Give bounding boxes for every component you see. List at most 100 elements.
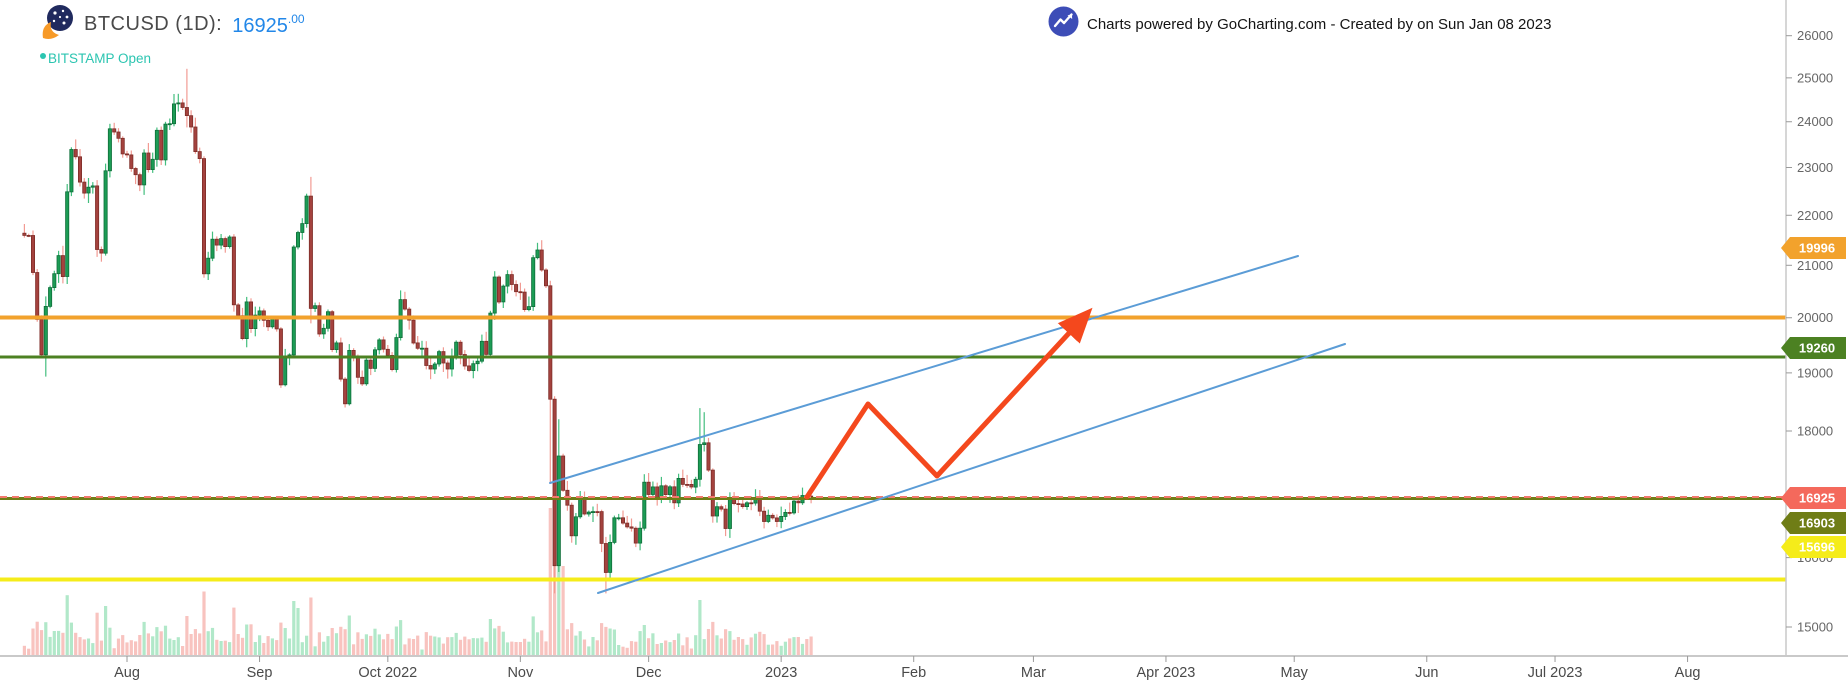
candle <box>770 514 775 519</box>
volume-bar <box>228 642 232 656</box>
volume-bar <box>617 645 621 656</box>
candle <box>69 149 74 193</box>
volume-bar <box>27 648 31 656</box>
candle <box>206 257 211 275</box>
candle <box>407 308 412 321</box>
volume-bar <box>518 642 522 656</box>
volume-bar <box>198 633 202 656</box>
price-tag-19996[interactable] <box>1781 237 1846 259</box>
candle <box>343 378 348 405</box>
volume-bar <box>44 622 48 656</box>
candle <box>501 285 506 303</box>
candle <box>719 506 724 510</box>
month-label[interactable]: Aug <box>1675 665 1701 681</box>
month-label[interactable]: Feb <box>901 665 926 681</box>
volume-bar <box>446 637 450 656</box>
price-tick-label: 24000 <box>1797 114 1833 129</box>
volume-bar <box>433 636 437 656</box>
volume-bar <box>454 632 458 656</box>
candle <box>736 503 741 506</box>
month-label[interactable]: Jun <box>1415 665 1438 681</box>
volume-bar <box>74 632 78 656</box>
candle <box>526 306 531 311</box>
volume-bar <box>604 626 608 656</box>
volume-bar <box>52 631 56 656</box>
volume-bar <box>672 640 676 656</box>
projection-arrow[interactable] <box>804 307 1093 500</box>
candle <box>304 195 309 225</box>
month-label[interactable]: Jul 2023 <box>1528 665 1583 681</box>
candle <box>693 478 698 488</box>
volume-bar <box>262 643 266 656</box>
candle <box>663 485 668 495</box>
candle <box>518 291 523 294</box>
candle <box>394 337 399 370</box>
candle <box>539 249 544 271</box>
candle <box>514 284 519 293</box>
volume-bar <box>749 637 753 656</box>
month-label[interactable]: Nov <box>507 665 534 681</box>
candle <box>325 311 330 329</box>
candle <box>125 153 130 156</box>
candle <box>381 339 386 350</box>
month-label[interactable]: 2023 <box>765 665 797 681</box>
volume-bar <box>651 633 655 656</box>
month-label[interactable]: May <box>1281 665 1309 681</box>
candle <box>650 486 655 495</box>
candle <box>608 542 613 573</box>
candle <box>176 102 181 105</box>
candle <box>458 341 463 355</box>
volume-bar <box>57 630 61 656</box>
volume-bar <box>480 637 484 656</box>
candle <box>556 455 561 567</box>
volume-bar <box>275 640 279 656</box>
price-tag-16903[interactable] <box>1781 512 1846 534</box>
candle <box>180 102 185 108</box>
month-label[interactable]: Sep <box>247 665 273 681</box>
month-label[interactable]: Mar <box>1021 665 1046 681</box>
candle <box>78 156 83 183</box>
volume-bar <box>279 622 283 656</box>
market-open-dot-icon <box>40 53 46 59</box>
volume-bar <box>334 633 339 656</box>
volume-bar <box>116 638 121 656</box>
candle <box>390 354 395 370</box>
candle <box>454 341 459 359</box>
volume-bar <box>450 637 454 656</box>
price-tag-15696[interactable] <box>1781 536 1846 558</box>
price-tag-19260[interactable] <box>1781 337 1846 359</box>
volume-bar <box>788 638 792 656</box>
volume-bar <box>629 641 634 656</box>
channel-upper-trendline[interactable] <box>549 255 1299 484</box>
candle <box>236 304 241 317</box>
month-label[interactable]: Oct 2022 <box>358 665 417 681</box>
axes-layer: 26000 25000 24000 23000 22000 21000 20000 19000… <box>0 0 1848 681</box>
volume-bar <box>715 635 719 656</box>
volume-bar <box>467 639 471 656</box>
month-label[interactable]: Aug <box>114 665 140 681</box>
month-label[interactable]: Apr 2023 <box>1137 665 1196 681</box>
candle <box>154 129 159 160</box>
volume-bar <box>309 597 313 656</box>
candle <box>372 349 377 369</box>
volume-bar <box>728 631 732 656</box>
channel-lower-trendline[interactable] <box>597 343 1346 594</box>
candle <box>710 469 715 517</box>
volume-bar <box>407 638 411 656</box>
current-price-tag[interactable] <box>1781 487 1846 509</box>
volume-bar <box>523 638 527 656</box>
volume-bar <box>326 636 330 656</box>
volume-bar <box>762 634 766 656</box>
candle <box>334 342 339 350</box>
volume-bar <box>292 601 296 656</box>
volume-bar <box>587 646 591 656</box>
volume-bar <box>245 624 249 656</box>
candle <box>193 126 198 153</box>
candle <box>210 238 215 259</box>
price-tick-label: 15000 <box>1797 619 1833 634</box>
month-label[interactable]: Dec <box>636 665 662 681</box>
candles-layer <box>22 68 814 594</box>
volume-bar <box>694 635 698 656</box>
volume-bar <box>202 591 206 656</box>
